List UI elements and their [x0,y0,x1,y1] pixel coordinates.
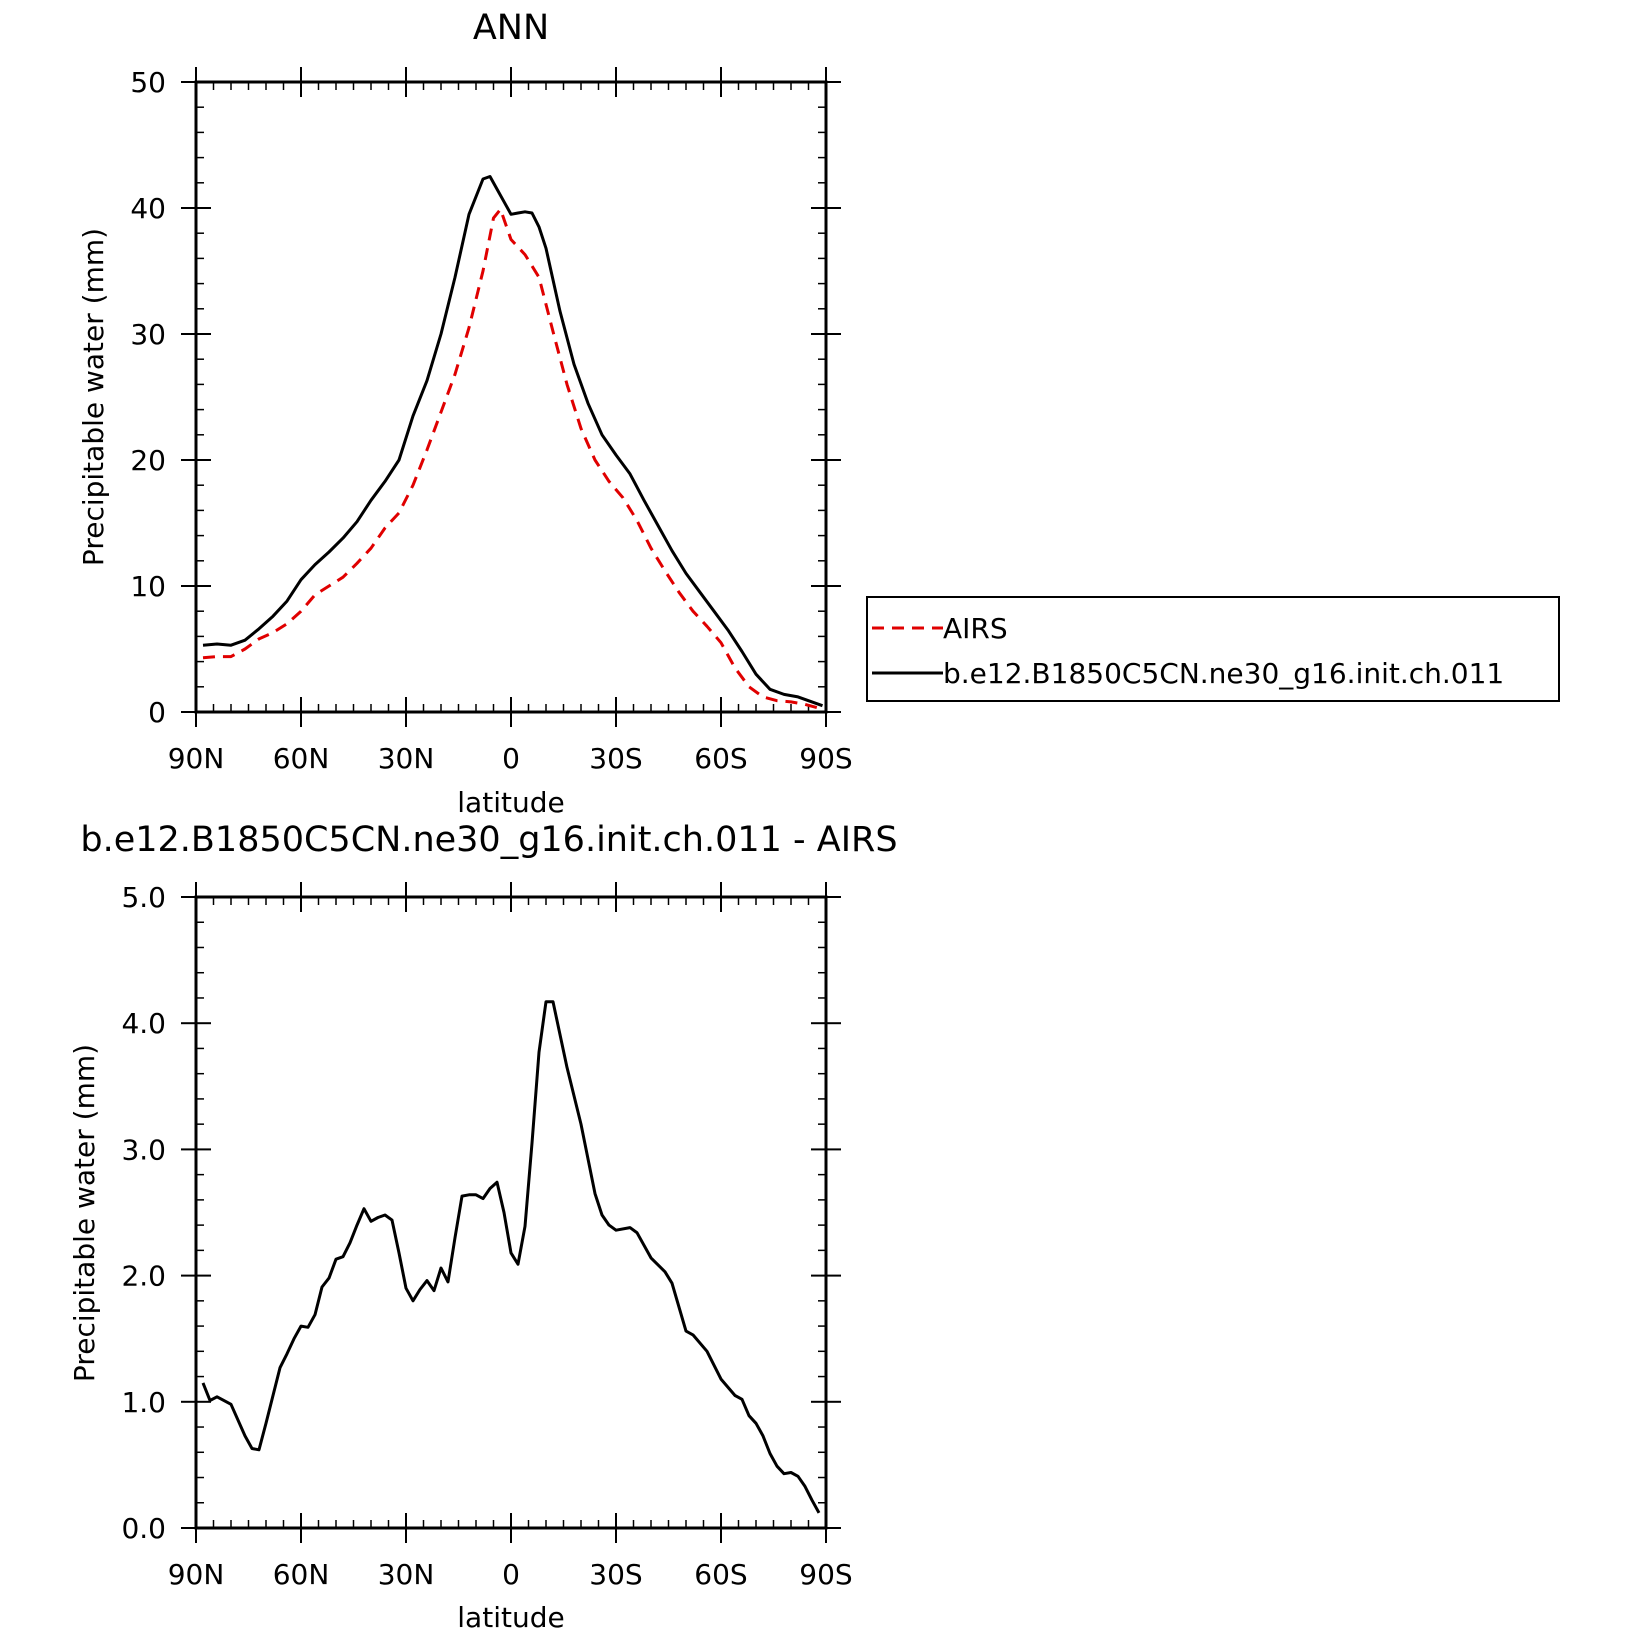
chart-title: ANN [473,8,549,48]
x-tick-label: 60S [694,742,747,775]
tick-marks [181,882,841,1543]
tick-labels: 90N 60N 30N 0 30S 60S 90S 0 10 20 30 40 50 [130,66,852,775]
x-tick-label: 0 [502,742,520,775]
plot-frame [194,895,828,1530]
y-tick-label: 0.0 [121,1512,166,1545]
x-tick-label: 90S [799,1558,852,1591]
series-line-0 [201,1000,821,1514]
x-tick-label: 30S [589,1558,642,1591]
x-tick-label: 60N [273,1558,330,1591]
y-axis-label: Precipitable water (mm) [68,1044,101,1382]
series-line-0 [202,207,820,710]
x-axis-label: latitude [457,786,564,819]
series-group [202,175,824,710]
y-tick-label: 0 [148,696,166,729]
x-tick-label: 60S [694,1558,747,1591]
y-tick-label: 50 [130,66,166,99]
legend: AIRS b.e12.B1850C5CN.ne30_g16.init.ch.01… [866,596,1560,702]
x-tick-label: 90N [168,1558,225,1591]
y-tick-label: 20 [130,444,166,477]
x-tick-label: 90N [168,742,225,775]
tick-labels: 90N 60N 30N 0 30S 60S 90S 0.0 1.0 2.0 3.0 4.0 5.0 [121,881,852,1591]
x-tick-label: 60N [273,742,330,775]
y-tick-label: 30 [130,318,166,351]
y-tick-label: 4.0 [121,1007,166,1040]
series-line-1 [202,175,824,708]
chart-annual-mean: ANN 90N 60N 30N 0 30S 60S 90S 0 10 20 30 40 50 latit… [77,8,1560,819]
x-tick-label: 90S [799,742,852,775]
y-tick-label: 10 [130,570,166,603]
plot-frame [194,80,828,714]
legend-label-model: b.e12.B1850C5CN.ne30_g16.init.ch.011 [943,657,1504,690]
x-tick-label: 30N [378,742,435,775]
x-tick-label: 0 [502,1558,520,1591]
chart-difference: b.e12.B1850C5CN.ne30_g16.init.ch.011 - A… [68,820,898,1631]
x-axis-label: latitude [457,1601,564,1631]
y-tick-label: 40 [130,192,166,225]
y-tick-label: 3.0 [121,1133,166,1166]
series-group [201,1000,821,1514]
x-tick-label: 30S [589,742,642,775]
legend-label-airs: AIRS [943,612,1008,645]
chart-title: b.e12.B1850C5CN.ne30_g16.init.ch.011 - A… [80,820,897,860]
y-tick-label: 1.0 [121,1386,166,1419]
legend-box [866,596,1560,702]
y-tick-label: 2.0 [121,1260,166,1293]
y-tick-label: 5.0 [121,881,166,914]
x-tick-label: 30N [378,1558,435,1591]
y-axis-label: Precipitable water (mm) [77,228,110,566]
